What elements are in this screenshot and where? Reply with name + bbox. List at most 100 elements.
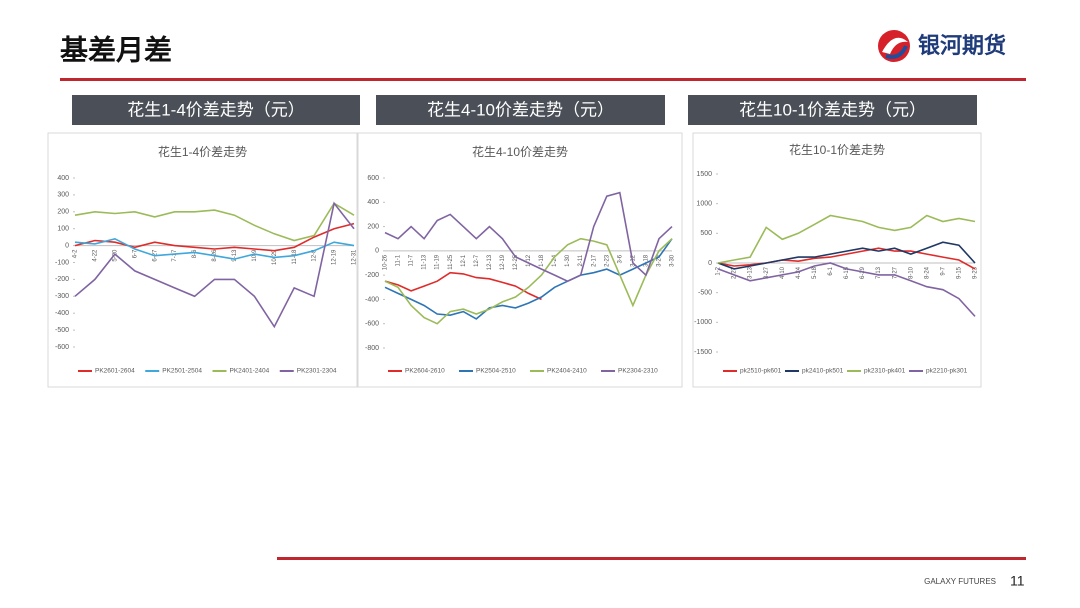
x-tick-label: 12-25 (513, 254, 519, 270)
y-tick-label: 0 (708, 260, 712, 267)
x-tick-label: 3-30 (670, 254, 676, 267)
y-tick-label: 0 (375, 248, 379, 255)
x-tick-label: 10-26 (383, 254, 389, 270)
x-tick-label: 1-30 (565, 254, 571, 267)
chart-title: 花生10-1价差走势 (789, 142, 885, 157)
x-tick-label: 12-31 (352, 249, 358, 265)
x-tick-label: 3-24 (657, 254, 663, 267)
x-tick-label: 11-19 (435, 254, 441, 270)
chart-title: 花生1-4价差走势 (158, 144, 247, 159)
x-tick-label: 8-24 (924, 266, 930, 279)
y-tick-label: -600 (365, 321, 379, 328)
legend-label: PK2401-2404 (230, 368, 270, 375)
x-tick-label: 1-12 (526, 254, 532, 267)
heading-bar (688, 95, 977, 125)
y-tick-label: -500 (55, 327, 69, 334)
x-tick-label: 2-11 (578, 254, 584, 266)
y-tick-label: -1500 (694, 349, 712, 356)
x-tick-label: 8-10 (908, 266, 914, 279)
x-tick-label: 7-13 (876, 266, 882, 279)
x-tick-label: 11-18 (292, 249, 298, 265)
x-tick-label: 9-23 (973, 266, 979, 279)
series-line (384, 238, 673, 320)
x-tick-label: 2-27 (732, 266, 738, 279)
chart-panel (357, 132, 683, 388)
y-tick-label: 100 (57, 226, 69, 233)
x-tick-label: 11-25 (448, 254, 454, 270)
y-tick-label: -200 (365, 272, 379, 279)
y-tick-label: 400 (367, 199, 379, 206)
x-tick-label: 6-15 (844, 266, 850, 279)
x-tick-label: 6-1 (828, 266, 834, 275)
legend-label: pk2510-pk601 (740, 368, 782, 375)
y-tick-label: 500 (700, 230, 712, 237)
bottom-rule (277, 557, 1026, 560)
y-tick-label: 1500 (696, 171, 712, 178)
x-tick-label: 4-22 (93, 249, 99, 262)
heading: 花生4-10价差走势（元） (427, 100, 614, 119)
x-tick-label: 11-1 (396, 254, 402, 266)
x-tick-label: 1-18 (539, 254, 545, 267)
top-rule (60, 78, 1026, 81)
x-tick-label: 1-24 (552, 254, 558, 267)
heading-bar (72, 95, 360, 125)
legend-label: PK2604-2610 (405, 368, 445, 375)
y-tick-label: 600 (367, 175, 379, 182)
y-tick-label: -800 (365, 345, 379, 352)
x-tick-label: 11-7 (409, 254, 415, 266)
x-tick-label: 7-27 (892, 266, 898, 279)
series-line (384, 191, 673, 283)
legend-label: PK2404-2410 (547, 368, 587, 375)
series-line (717, 262, 976, 317)
x-tick-label: 2-23 (604, 254, 610, 267)
x-tick-label: 5-18 (812, 266, 818, 279)
y-tick-label: 400 (57, 175, 69, 182)
x-tick-label: 10-9 (252, 249, 258, 262)
chart-panel (692, 132, 982, 388)
series-line (717, 214, 976, 264)
logo-text: 银河期货 (918, 33, 1006, 58)
page-number: 11 (1010, 573, 1025, 589)
chart-title: 花生4-10价差走势 (472, 144, 568, 159)
x-tick-label: 6-7 (132, 249, 138, 258)
x-tick-label: 9-15 (957, 266, 963, 279)
x-tick-label: 4-24 (796, 266, 802, 279)
x-tick-label: 12-7 (474, 254, 480, 267)
x-tick-label: 12-1 (461, 254, 467, 267)
y-tick-label: 300 (57, 192, 69, 199)
x-tick-label: 8-6 (192, 249, 198, 258)
x-tick-label: 4-10 (780, 266, 786, 279)
x-tick-label: 12-19 (500, 254, 506, 270)
x-tick-label: 12-8 (312, 249, 318, 262)
y-tick-label: -1000 (694, 319, 712, 326)
chart-panel (47, 132, 358, 388)
y-tick-label: -400 (365, 296, 379, 303)
y-tick-label: 200 (367, 223, 379, 230)
y-tick-label: -400 (55, 310, 69, 317)
series-line (384, 271, 542, 301)
series-line (717, 241, 976, 270)
x-tick-label: 12-13 (487, 254, 493, 270)
legend-label: pk2210-pk301 (926, 368, 968, 375)
series-line (74, 202, 355, 242)
y-tick-label: 0 (65, 242, 69, 249)
heading: 花生10-1价差走势（元） (739, 100, 926, 119)
series-line (74, 237, 355, 260)
y-tick-label: -500 (698, 290, 712, 297)
slide-title: 基差月差 (60, 33, 172, 65)
series-line (74, 222, 355, 252)
footer-brand: GALAXY FUTURES (924, 577, 996, 586)
legend-label: pk2410-pk501 (802, 368, 844, 375)
heading: 花生1-4价差走势（元） (127, 100, 305, 119)
legend-label: PK2301-2304 (297, 368, 337, 375)
y-tick-label: -200 (55, 276, 69, 283)
series-line (74, 201, 355, 329)
x-tick-label: 3-18 (643, 254, 649, 267)
x-tick-label: 9-13 (232, 249, 238, 262)
x-tick-label: 2-17 (591, 254, 597, 267)
x-tick-label: 4-2 (73, 249, 79, 258)
legend-label: pk2310-pk401 (864, 368, 906, 375)
x-tick-label: 9-7 (940, 266, 946, 275)
logo-icon (878, 30, 910, 62)
